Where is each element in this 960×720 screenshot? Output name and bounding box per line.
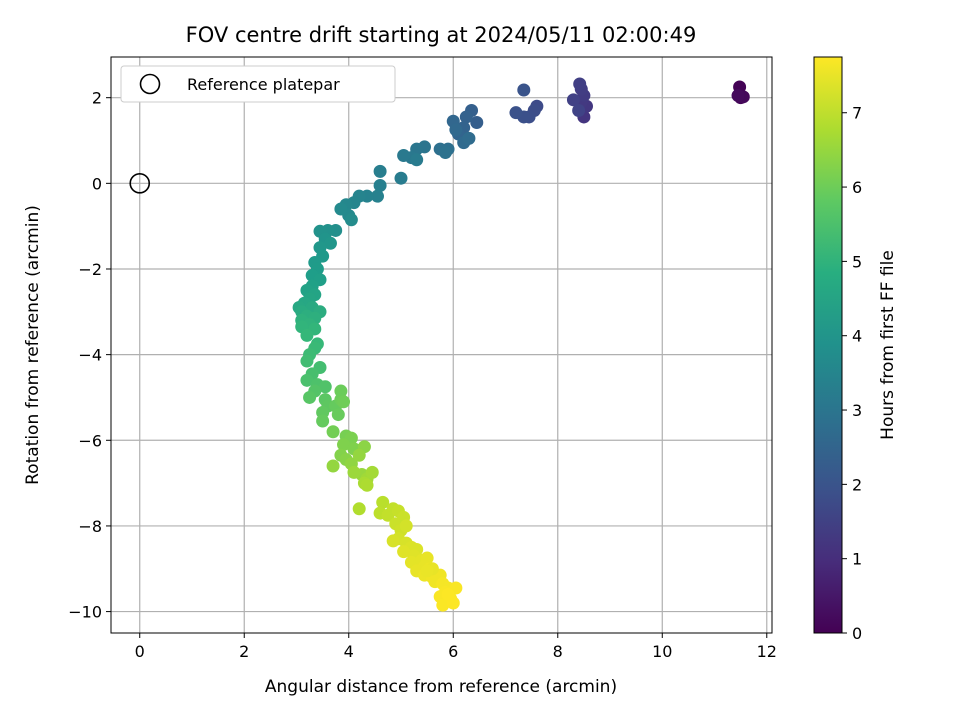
y-axis-ticks: −10 −8 −6 −4 −2 0 2 xyxy=(68,89,111,622)
colorbar-label: Hours from first FF file xyxy=(878,250,898,440)
data-point xyxy=(373,164,387,178)
legend-entry-label: Reference platepar xyxy=(187,75,340,94)
data-point xyxy=(326,459,340,473)
data-point xyxy=(509,106,523,120)
data-point xyxy=(386,534,400,548)
data-point xyxy=(347,465,361,479)
data-point xyxy=(441,587,455,601)
data-point xyxy=(326,425,340,439)
y-tick-label: 0 xyxy=(92,174,102,193)
data-point xyxy=(373,178,387,192)
x-tick-label: 6 xyxy=(448,642,458,661)
data-point xyxy=(397,545,411,559)
data-point xyxy=(438,146,452,160)
data-point xyxy=(381,508,395,522)
colorbar-gradient xyxy=(813,56,843,634)
data-point xyxy=(303,390,317,404)
data-point xyxy=(300,373,314,387)
x-axis-label: Angular distance from reference (arcmin) xyxy=(265,677,617,697)
chart-title: FOV centre drift starting at 2024/05/11 … xyxy=(186,23,697,47)
data-point xyxy=(399,519,413,533)
x-tick-label: 10 xyxy=(652,642,672,661)
colorbar-tick-label: 7 xyxy=(852,104,862,123)
y-tick-label: −8 xyxy=(78,517,102,536)
data-point xyxy=(397,148,411,162)
data-point xyxy=(300,354,314,368)
data-point xyxy=(731,89,745,103)
x-axis-ticks: 0 2 4 6 8 10 12 xyxy=(135,633,777,661)
data-point xyxy=(459,110,473,124)
data-point xyxy=(334,202,348,216)
x-tick-label: 2 xyxy=(239,642,249,661)
x-tick-label: 0 xyxy=(135,642,145,661)
data-points xyxy=(292,77,750,612)
colorbar-tick-label: 2 xyxy=(852,475,862,494)
data-point xyxy=(449,123,463,137)
plot-frame xyxy=(110,56,773,634)
colorbar: 0 1 2 3 4 5 6 7 Hours from first FF file xyxy=(813,56,898,643)
x-tick-label: 8 xyxy=(553,642,563,661)
grid-lines xyxy=(111,57,772,633)
data-point xyxy=(316,414,330,428)
y-tick-label: −10 xyxy=(68,603,102,622)
reference-platepar-marker xyxy=(129,173,151,194)
data-point xyxy=(376,495,390,509)
colorbar-tick-label: 3 xyxy=(852,401,862,420)
data-point xyxy=(394,171,408,185)
data-point xyxy=(331,408,345,422)
colorbar-tick-label: 0 xyxy=(852,624,862,643)
data-point xyxy=(337,395,351,409)
data-point xyxy=(344,213,358,227)
colorbar-tick-label: 5 xyxy=(852,252,862,271)
data-point xyxy=(573,77,587,91)
colorbar-ticks: 0 1 2 3 4 5 6 7 xyxy=(842,104,862,643)
legend-open-circle-icon xyxy=(139,73,161,95)
data-point xyxy=(323,236,337,250)
colorbar-tick-label: 1 xyxy=(852,550,862,569)
data-point xyxy=(300,328,314,342)
y-tick-label: −2 xyxy=(78,260,102,279)
data-point xyxy=(352,502,366,516)
x-tick-label: 4 xyxy=(344,642,354,661)
data-point xyxy=(420,564,434,578)
data-point xyxy=(365,465,379,479)
data-point xyxy=(337,438,351,452)
y-tick-label: −6 xyxy=(78,431,102,450)
y-tick-label: 2 xyxy=(92,89,102,108)
data-point xyxy=(352,448,366,462)
data-point xyxy=(572,104,586,118)
data-point xyxy=(566,93,580,107)
data-point xyxy=(370,189,384,203)
legend-box xyxy=(120,65,396,103)
data-point xyxy=(462,131,476,145)
y-tick-label: −4 xyxy=(78,346,102,365)
x-tick-label: 12 xyxy=(757,642,777,661)
legend: Reference platepar xyxy=(120,65,396,103)
data-point xyxy=(318,380,332,394)
data-point xyxy=(470,116,484,130)
y-axis-label: Rotation from reference (arcmin) xyxy=(23,205,43,485)
data-point xyxy=(410,153,424,167)
colorbar-tick-label: 6 xyxy=(852,178,862,197)
data-point xyxy=(436,598,450,612)
data-point xyxy=(360,478,374,492)
colorbar-tick-label: 4 xyxy=(852,327,862,346)
data-point xyxy=(517,83,531,97)
